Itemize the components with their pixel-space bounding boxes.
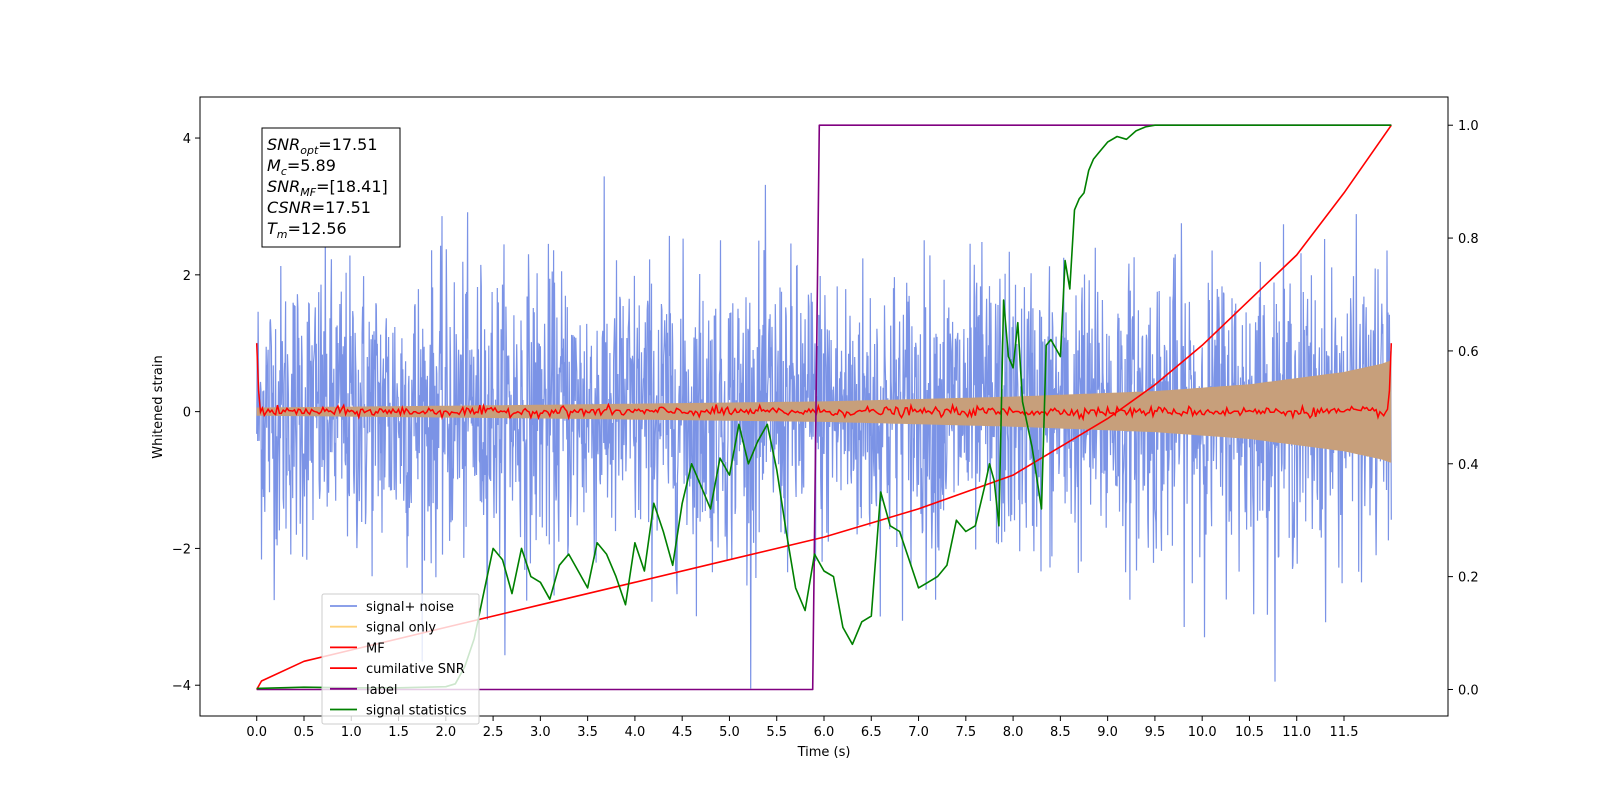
x-tick-label: 1.0 (341, 725, 362, 740)
y-tick-label: 2 (183, 269, 191, 284)
y2-tick-label: 0.4 (1458, 458, 1479, 473)
legend: signal+ noise signal only MF cumilative SNR… (321, 593, 480, 725)
info-box: SNRopt=17.51Mc=5.89SNRMF=[18.41]CSNR=17.… (261, 127, 401, 248)
legend-label: label (366, 683, 397, 698)
y2-tick-label: 1.0 (1458, 119, 1479, 134)
legend-label: signal statistics (366, 704, 467, 719)
info-line: SNRopt=17.51 (267, 135, 378, 157)
legend-label: cumilative SNR (366, 662, 465, 677)
info-line: Mc=5.89 (267, 156, 336, 178)
info-lines: SNRopt=17.51Mc=5.89SNRMF=[18.41]CSNR=17.… (267, 135, 388, 241)
x-tick-label: 8.5 (1050, 725, 1071, 740)
y-tick-label: −4 (172, 679, 191, 694)
info-line: CSNR=17.51 (267, 198, 371, 217)
x-axis-label: Time (s) (797, 745, 851, 760)
x-tick-label: 2.5 (483, 725, 504, 740)
info-box-frame (261, 127, 401, 248)
x-tick-label: 0.5 (294, 725, 315, 740)
y-tick-label: 0 (183, 406, 191, 421)
x-tick-label: 2.0 (435, 725, 456, 740)
info-line: SNRMF=[18.41] (267, 177, 388, 199)
y2-tick-label: 0.2 (1458, 571, 1479, 586)
x-tick-label: 7.5 (955, 725, 976, 740)
x-tick-label: 5.0 (719, 725, 740, 740)
y-tick-label: −2 (172, 542, 191, 557)
y-axis-label: Whitened strain (151, 355, 166, 458)
legend-label: signal+ noise (366, 600, 454, 615)
x-tick-label: 10.5 (1235, 725, 1264, 740)
x-tick-label: 11.5 (1330, 725, 1359, 740)
x-tick-label: 5.5 (766, 725, 787, 740)
x-tick-label: 10.0 (1188, 725, 1217, 740)
y2-tick-label: 0.0 (1458, 683, 1479, 698)
legend-frame (321, 593, 480, 725)
legend-label: signal only (366, 621, 436, 636)
x-tick-label: 6.5 (861, 725, 882, 740)
x-tick-label: 3.5 (577, 725, 598, 740)
x-tick-label: 6.0 (814, 725, 835, 740)
x-tick-label: 0.0 (246, 725, 267, 740)
x-tick-label: 7.0 (908, 725, 929, 740)
legend-items: signal+ noise signal only MF cumilative SNR… (330, 600, 467, 719)
x-tick-label: 9.5 (1145, 725, 1166, 740)
info-line: Tm=12.56 (267, 219, 347, 241)
series-mf (255, 343, 1393, 422)
axes-decor: 0.0 0.5 1.0 1.5 2.0 2.5 3.0 3.5 4.0 4.5 5.0 5.5 6.0 6… (172, 119, 1479, 740)
x-tick-label: 9.0 (1097, 725, 1118, 740)
series-signal-statistics (256, 124, 1392, 690)
series-label (256, 124, 1392, 691)
x-tick-label: 3.0 (530, 725, 551, 740)
x-tick-label: 11.0 (1282, 725, 1311, 740)
x-tick-label: 8.0 (1003, 725, 1024, 740)
y2-tick-label: 0.6 (1458, 345, 1479, 360)
x-tick-label: 4.0 (625, 725, 646, 740)
legend-label: MF (366, 641, 385, 656)
y2-tick-label: 0.8 (1458, 232, 1479, 247)
y-tick-label: 4 (183, 132, 191, 147)
x-tick-label: 4.5 (672, 725, 693, 740)
x-tick-label: 1.5 (388, 725, 409, 740)
series-signal-only (256, 360, 1392, 463)
